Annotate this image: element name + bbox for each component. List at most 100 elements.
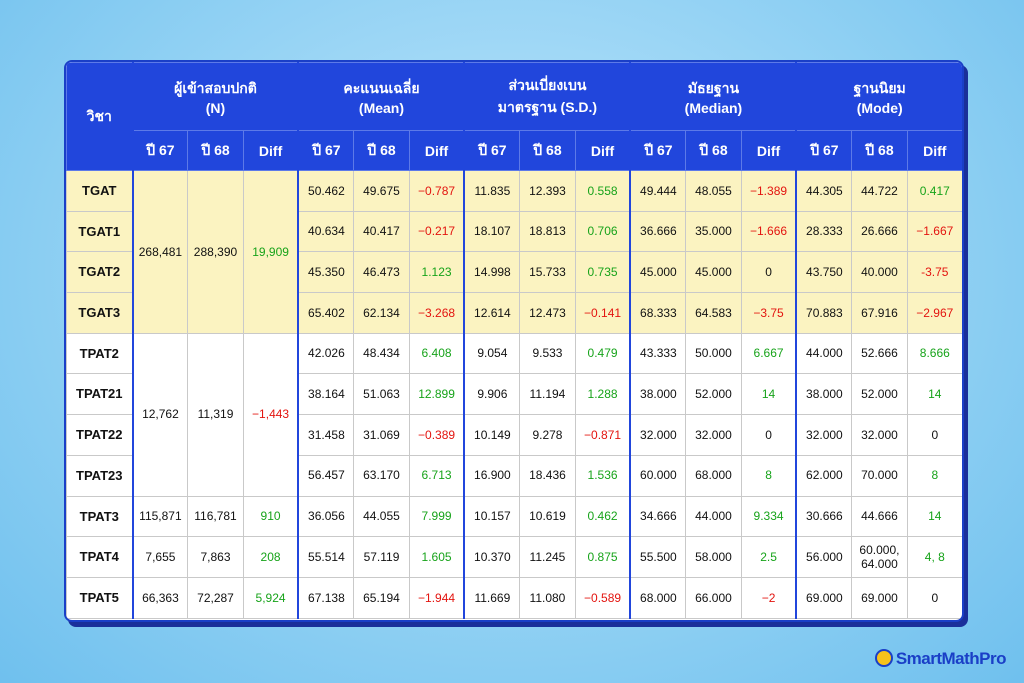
stat-cell: 60.000: [629, 454, 687, 497]
stat-cell: 15.733: [519, 251, 576, 294]
stat-cell: 0.706: [574, 210, 631, 253]
sub-header: ปี 67: [795, 130, 853, 171]
stat-cell: 60.000, 64.000: [851, 536, 908, 578]
stat-cell: 70.883: [795, 292, 853, 334]
stat-cell: 2.5: [740, 536, 797, 578]
stat-cell: 0.558: [574, 170, 631, 212]
stat-cell: 7.999: [408, 495, 465, 538]
stat-cell: −0.787: [408, 170, 465, 212]
stat-cell: 38.164: [297, 373, 355, 416]
group-header-line: ผู้เข้าสอบปกติ: [174, 79, 257, 96]
count-cell: 268,481: [131, 170, 189, 334]
table-row: TPAT5 66,363 72,287 5,924 67.138 65.194 −1.944…: [66, 576, 962, 619]
stat-cell: 18.107: [463, 210, 521, 253]
stat-cell: 1.288: [574, 373, 631, 416]
count-cell: 11,319: [187, 332, 244, 497]
stat-cell: 40.417: [353, 210, 410, 253]
table-row: TGAT1 40.634 40.417 −0.217 18.107 18.813 0.706…: [66, 210, 962, 253]
stat-cell: 68.333: [629, 292, 687, 334]
count-cell: 12,762: [131, 332, 189, 497]
score-table: วิชา ผู้เข้าสอบปกติ (N) คะแนนเฉลี่ย (Mean) ส่…: [66, 62, 962, 619]
group-header-line: คะแนนเฉลี่ย: [343, 79, 420, 96]
stat-cell: 55.500: [629, 536, 687, 578]
stat-cell: 18.436: [519, 454, 576, 497]
stat-cell: 0: [906, 576, 962, 619]
subject-cell: TPAT4: [66, 536, 133, 578]
logo-icon: [874, 649, 893, 667]
count-cell: 115,871: [131, 495, 189, 538]
stat-cell: 36.666: [629, 210, 687, 253]
stat-cell: 10.370: [463, 536, 521, 578]
stat-cell: 32.000: [685, 414, 742, 456]
sub-header: ปี 68: [519, 130, 576, 171]
stat-cell: 11.194: [519, 373, 576, 416]
group-header: มัธยฐาน (Median): [629, 62, 797, 131]
stat-cell: 50.000: [685, 332, 742, 375]
stat-cell: 8: [906, 454, 962, 497]
row-group: TGAT 268,481 288,390 19,909 50.462 49.675 −0.7…: [66, 170, 962, 334]
stat-cell: 9.054: [463, 332, 521, 375]
stat-cell: −0.871: [574, 414, 631, 456]
sub-header: Diff: [574, 130, 631, 171]
stat-cell: 57.119: [353, 536, 410, 578]
table-row: TGAT 268,481 288,390 19,909 50.462 49.675 −0.7…: [66, 170, 962, 334]
stat-cell: 45.350: [297, 251, 355, 294]
group-header-line: มาตรฐาน (S.D.): [497, 98, 598, 115]
stat-cell: −3.75: [740, 292, 797, 334]
sub-header: ปี 67: [629, 130, 687, 171]
count-cell: −1,443: [242, 332, 299, 497]
count-cell: 116,781: [187, 495, 244, 538]
stat-cell: 44.305: [795, 170, 853, 212]
count-cell: 66,363: [131, 576, 189, 619]
stat-cell: −0.141: [574, 292, 631, 334]
stat-cell: 26.666: [851, 210, 908, 253]
table-row: TPAT21 38.164 51.063 12.899 9.906 11.194 1.288…: [66, 373, 962, 416]
table-card: วิชา ผู้เข้าสอบปกติ (N) คะแนนเฉลี่ย (Mean) ส่…: [64, 60, 964, 622]
stat-cell: 44.055: [353, 495, 410, 538]
group-header: ผู้เข้าสอบปกติ (N): [131, 62, 299, 131]
stat-cell: 31.458: [297, 414, 355, 456]
count-cell: 72,287: [187, 576, 244, 619]
logo: SmartMathPro: [874, 649, 1007, 669]
stat-cell: 62.134: [353, 292, 410, 334]
subject-cell: TGAT: [66, 170, 133, 212]
sub-header: ปี 67: [297, 130, 355, 171]
stat-cell: 65.194: [353, 576, 410, 619]
stat-cell: 0.875: [574, 536, 631, 578]
stat-cell: 11.835: [463, 170, 521, 212]
stat-cell: 0.479: [574, 332, 631, 375]
sub-header: Diff: [906, 130, 962, 171]
stat-cell: −1.667: [906, 210, 962, 253]
stat-cell: 67.138: [297, 576, 355, 619]
stat-cell: 0.462: [574, 495, 631, 538]
count-cell: 19,909: [242, 170, 299, 334]
stat-cell: 40.634: [297, 210, 355, 253]
stat-cell: 38.000: [795, 373, 853, 416]
table-row: TPAT2 12,762 11,319 −1,443 42.026 48.434 6.408…: [66, 332, 962, 497]
stat-cell: 11.245: [519, 536, 576, 578]
stat-cell: 58.000: [685, 536, 742, 578]
stat-cell: 66.000: [685, 576, 742, 619]
stat-cell: 48.434: [353, 332, 410, 375]
sub-header: ปี 68: [851, 130, 908, 171]
stat-cell: 31.069: [353, 414, 410, 456]
stat-cell: 12.899: [408, 373, 465, 416]
stat-cell: 64.583: [685, 292, 742, 334]
count-cell: 5,924: [242, 576, 299, 619]
stat-cell: 48.055: [685, 170, 742, 212]
stat-cell: 49.675: [353, 170, 410, 212]
group-header-line: มัธยฐาน: [687, 79, 740, 96]
group-header: ฐานนิยม (Mode): [795, 62, 962, 131]
stat-cell: 11.080: [519, 576, 576, 619]
sub-header: Diff: [408, 130, 465, 171]
row-group: TPAT5 66,363 72,287 5,924 67.138 65.194 −1.944…: [66, 576, 962, 619]
subject-cell: TGAT2: [66, 251, 133, 294]
sub-header: ปี 67: [463, 130, 521, 171]
stat-cell: 0: [740, 251, 797, 294]
count-cell: 910: [242, 495, 299, 538]
stat-cell: 12.393: [519, 170, 576, 212]
stat-cell: 43.333: [629, 332, 687, 375]
stat-cell: 67.916: [851, 292, 908, 334]
stat-cell: 1.123: [408, 251, 465, 294]
